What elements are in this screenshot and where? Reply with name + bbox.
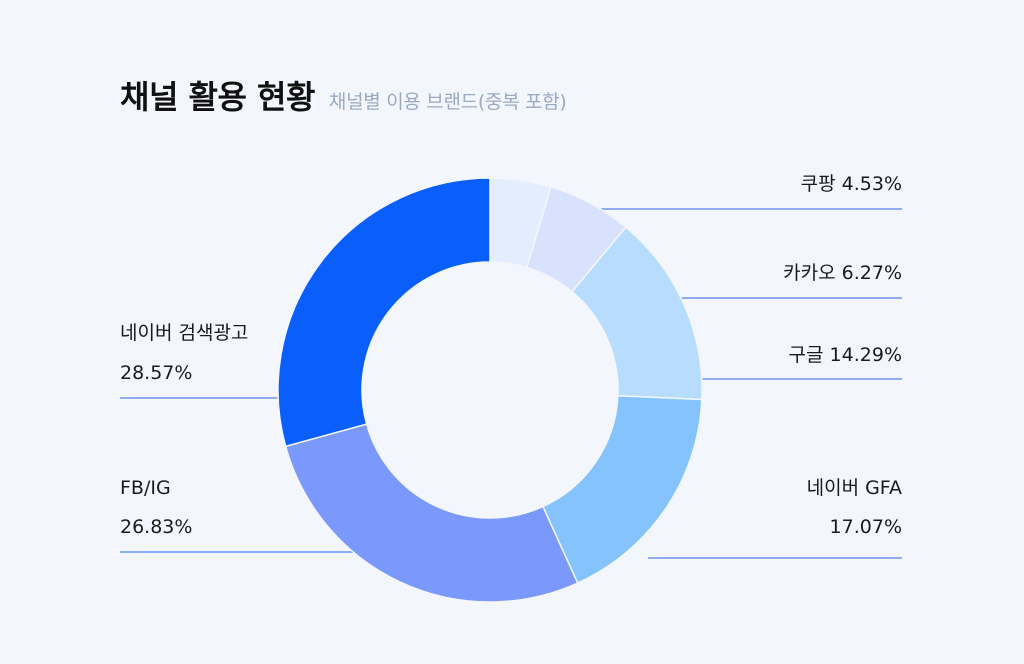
- slice-label-3-0: 네이버 GFA: [807, 477, 902, 499]
- slice-label-2-0: 구글 14.29%: [789, 344, 902, 366]
- slice-label-1-0: 카카오 6.27%: [783, 262, 902, 284]
- slice-label-0-0: 쿠팡 4.53%: [801, 173, 902, 195]
- chart-header: 채널 활용 현황 채널별 이용 브랜드(중복 포함): [120, 72, 567, 118]
- chart-title: 채널 활용 현황: [120, 78, 315, 116]
- slice-label-3-1: 17.07%: [830, 516, 902, 538]
- slice-4: [284, 423, 579, 603]
- chart-subtitle: 채널별 이용 브랜드(중복 포함): [328, 91, 567, 113]
- slice-3: [541, 394, 703, 585]
- slice-label-5-0: 네이버 검색광고: [120, 322, 248, 344]
- slice-label-4-0: FB/IG: [120, 477, 171, 499]
- slice-label-5-1: 28.57%: [120, 362, 192, 384]
- slice-5: [277, 177, 491, 448]
- slice-label-4-1: 26.83%: [120, 516, 192, 538]
